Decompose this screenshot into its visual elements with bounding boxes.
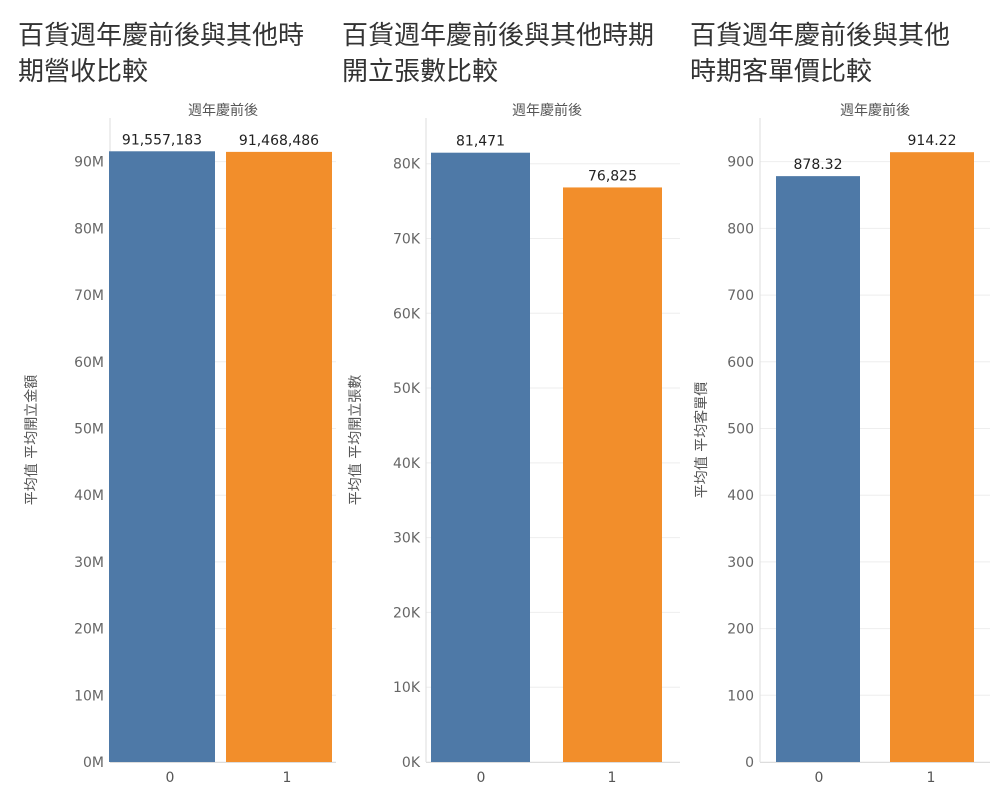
y-tick-label: 400: [727, 488, 754, 504]
y-tick-label: 50M: [74, 421, 104, 437]
bar-0: [431, 152, 530, 762]
y-tick-label: 700: [727, 288, 754, 304]
bar-chart-svg: 0K 10K 20K 30K 40K 50K 60K 70K 80K 81,471 0 76,825 1: [393, 118, 680, 786]
column-header: 週年慶前後: [512, 103, 582, 119]
bar-1: [226, 151, 332, 762]
x-tick-label: 1: [283, 770, 292, 786]
x-tick-label: 0: [815, 770, 824, 786]
y-tick-label: 0K: [402, 755, 421, 771]
x-tick-label: 1: [927, 770, 936, 786]
y-tick-label: 500: [727, 421, 754, 437]
bar-chart-svg: 0M 10M 20M 30M 40M 50M 60M 70M 80M 90M 91,557,183 0…: [74, 118, 336, 786]
y-tick-label: 70K: [393, 231, 421, 247]
x-tick-label: 0: [477, 770, 486, 786]
y-tick-label: 100: [727, 688, 754, 704]
chart-panel-count: 百貨週年慶前後與其他時期開立張數比較 週年慶前後 平均值 平均開立張數 0K 10…: [342, 0, 682, 800]
chart-title: 百貨週年慶前後與其他時期營收比較: [18, 21, 305, 87]
y-tick-label: 10M: [74, 688, 104, 704]
bar-chart-svg: 0 100 200 300 400 500 600 700 800 900 878.32 0 914.2…: [727, 118, 990, 786]
y-tick-label: 60K: [393, 306, 421, 322]
y-tick-label: 30M: [74, 555, 104, 571]
bar-1: [563, 187, 662, 762]
column-header: 週年慶前後: [188, 103, 258, 119]
y-tick-label: 800: [727, 221, 754, 237]
y-tick-label: 200: [727, 622, 754, 638]
y-tick-label: 40K: [393, 456, 421, 472]
y-tick-label: 20M: [74, 622, 104, 638]
y-tick-label: 600: [727, 355, 754, 371]
y-tick-label: 30K: [393, 531, 421, 547]
y-tick-label: 50K: [393, 381, 421, 397]
chart-title: 百貨週年慶前後與其他時期客單價比較: [690, 21, 951, 87]
x-tick-label: 0: [166, 770, 175, 786]
column-header: 週年慶前後: [840, 103, 910, 119]
y-tick-label: 70M: [74, 288, 104, 304]
bar-1: [890, 152, 974, 762]
chart-panel-revenue: 百貨週年慶前後與其他時期營收比較 週年慶前後 平均值 平均開立金額 0M 10M 2…: [18, 0, 336, 800]
y-tick-label: 0M: [83, 755, 104, 771]
y-tick-label: 80M: [74, 221, 104, 237]
y-tick-label: 900: [727, 155, 754, 171]
bar-0: [109, 151, 215, 763]
data-label: 914.22: [908, 133, 957, 149]
data-label: 91,468,486: [239, 133, 319, 149]
data-label: 91,557,183: [122, 132, 202, 148]
data-label: 76,825: [588, 168, 637, 184]
y-tick-label: 300: [727, 555, 754, 571]
y-tick-label: 10K: [393, 680, 421, 696]
x-tick-label: 1: [608, 770, 617, 786]
y-tick-label: 40M: [74, 488, 104, 504]
chart-title: 百貨週年慶前後與其他時期開立張數比較: [342, 21, 655, 87]
chart-panel-unit-price: 百貨週年慶前後與其他時期客單價比較 週年慶前後 平均值 平均客單價 0 100 20…: [690, 0, 990, 800]
y-tick-label: 0: [745, 755, 754, 771]
y-tick-label: 80K: [393, 157, 421, 173]
y-tick-label: 60M: [74, 355, 104, 371]
data-label: 878.32: [794, 157, 843, 173]
y-tick-label: 20K: [393, 605, 421, 621]
bar-0: [776, 176, 860, 762]
data-label: 81,471: [456, 134, 505, 150]
y-tick-label: 90M: [74, 155, 104, 171]
